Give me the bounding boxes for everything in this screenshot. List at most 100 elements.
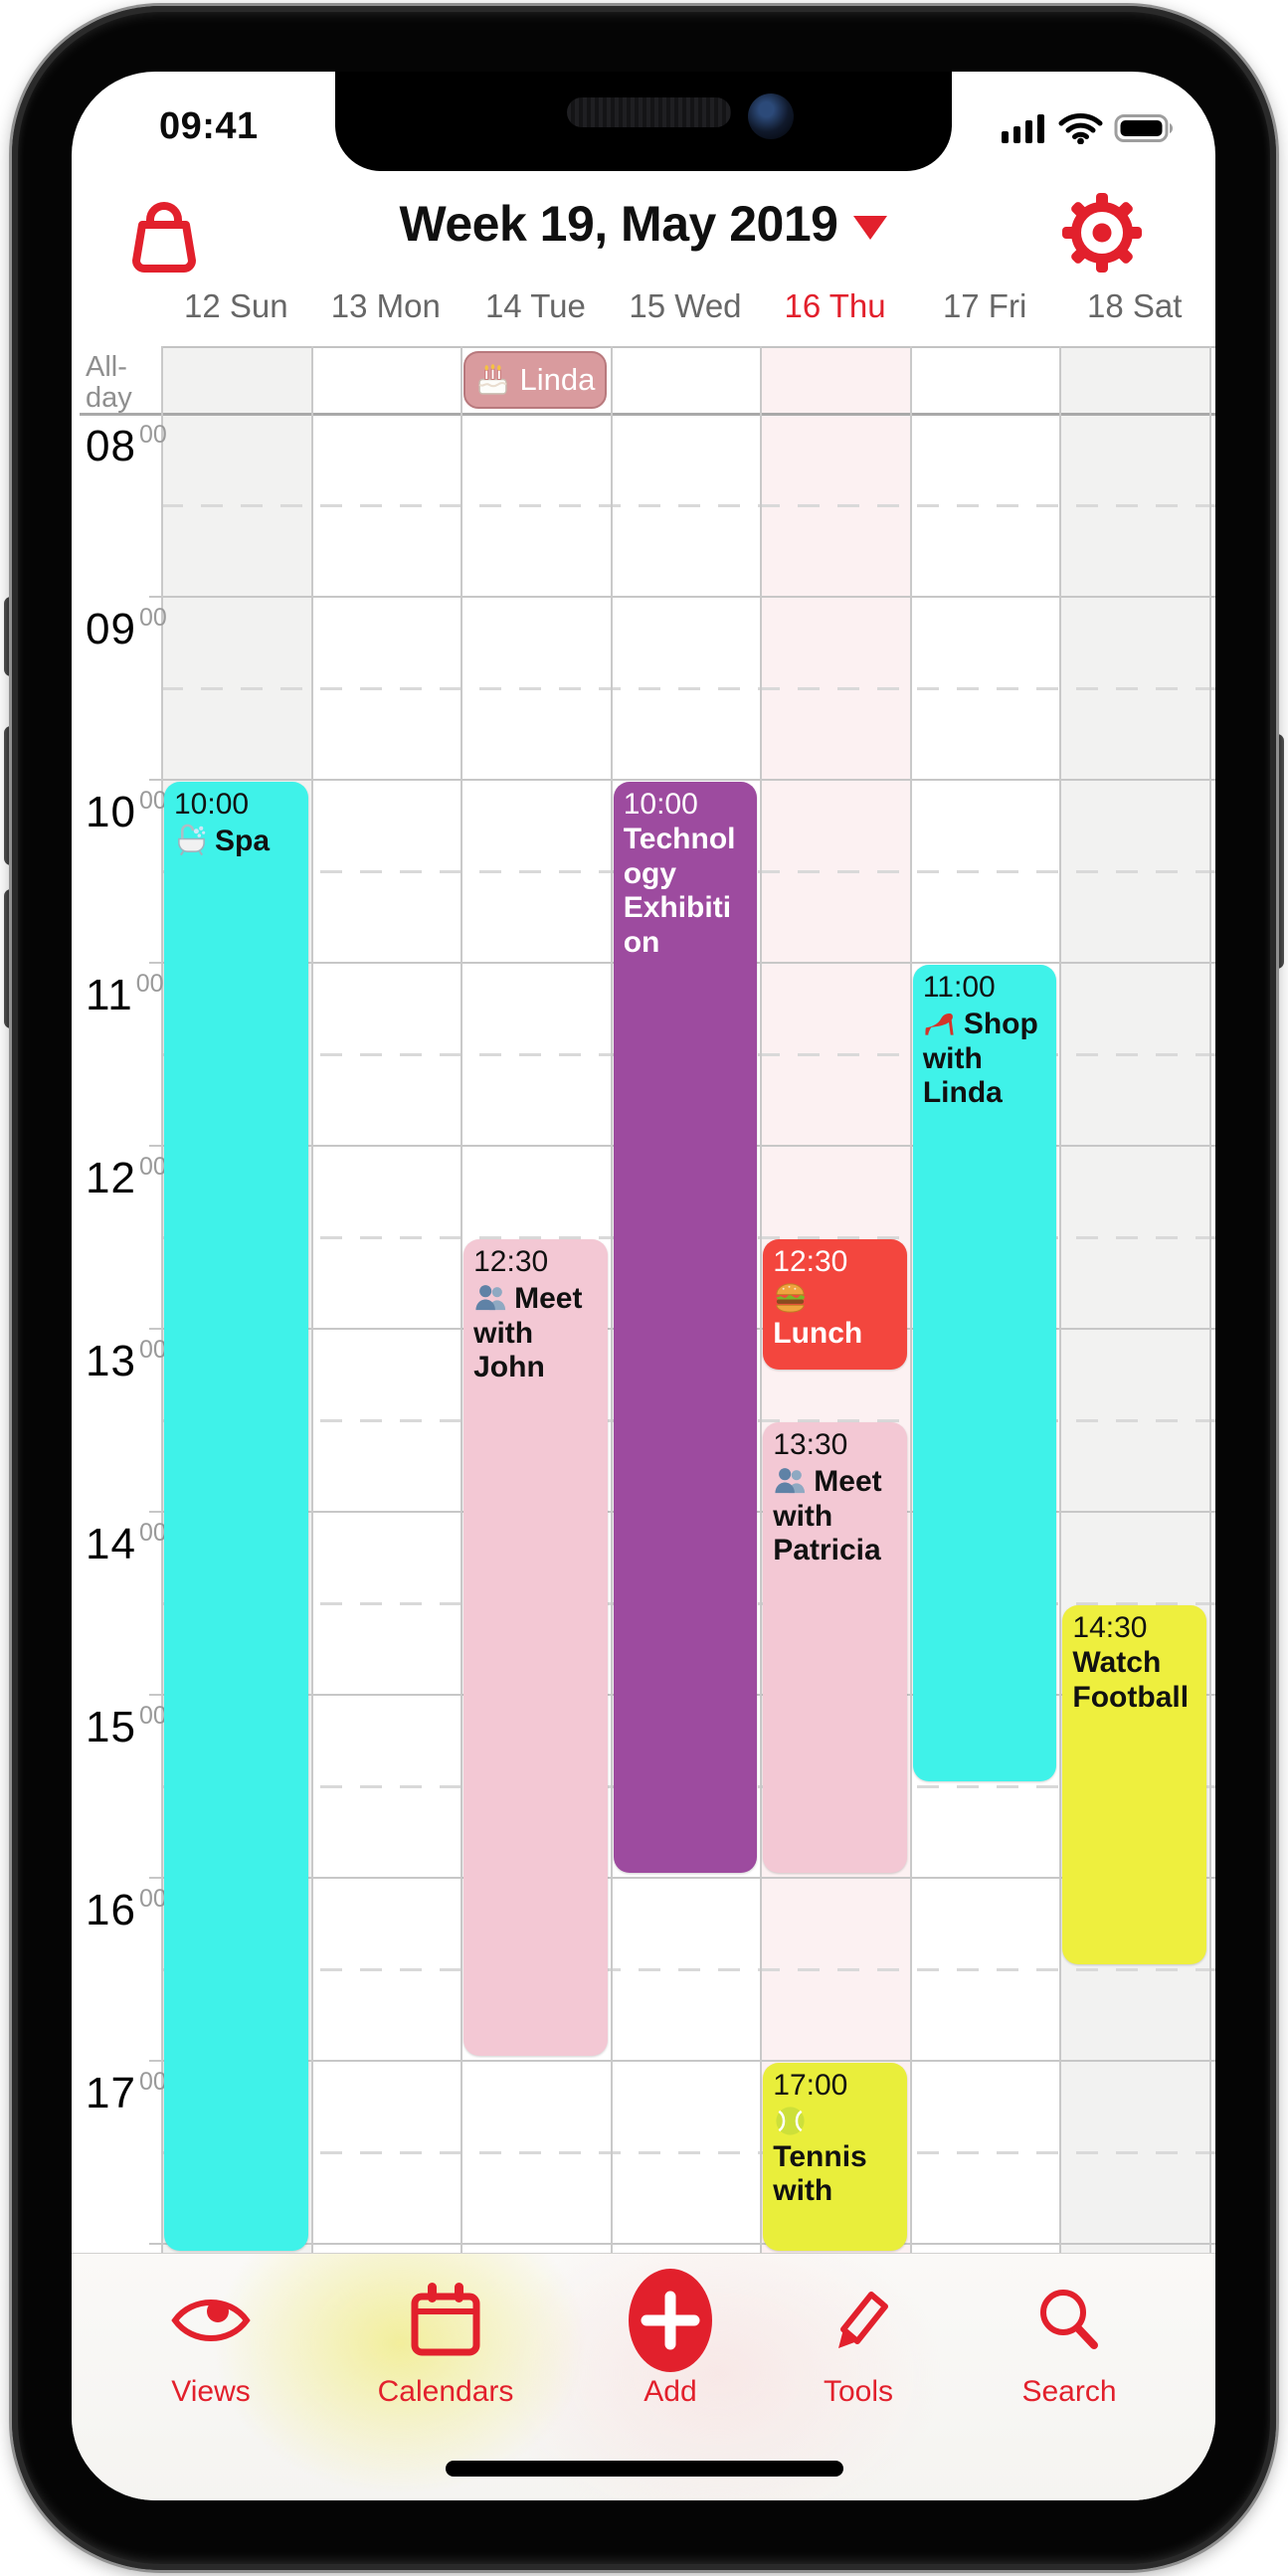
day-header-thu[interactable]: 16 Thu — [784, 287, 886, 324]
day-header-sat[interactable]: 18 Sat — [1086, 287, 1183, 324]
status-bar: 09:41 — [72, 72, 1215, 181]
triangle-down-icon — [853, 216, 888, 240]
column-line — [460, 346, 463, 2253]
event-meet-with-john[interactable]: 12:30 Meet with John — [463, 1239, 608, 2056]
iphone-frame: All-day 08 00 09 00 10 00 11 00 12 00 13 00 14 00 15 00 1… — [12, 6, 1276, 2570]
event-spa[interactable]: 10:00 Spa — [164, 782, 308, 2251]
toolbar-label: Tools — [823, 2375, 894, 2408]
event-start-time: 10:00 — [174, 788, 250, 821]
magnifier-icon — [1040, 2290, 1098, 2349]
event-start-time: 10:00 — [623, 788, 698, 821]
event-watch-football[interactable]: 14:30 Watch Football — [1062, 1605, 1206, 1964]
event-title: Technology Exhibition — [623, 822, 736, 960]
two-people-icon — [775, 1467, 806, 1493]
event-start-time: 12:30 — [473, 1245, 549, 1278]
allday-event-title: Linda — [519, 362, 596, 397]
front-camera — [748, 93, 794, 139]
hour-label-08: 08 00 — [86, 421, 167, 470]
hour-label-14: 14 00 — [86, 1519, 167, 1568]
notch — [335, 72, 952, 171]
burger-icon — [776, 1283, 806, 1313]
hour-line — [149, 779, 1215, 781]
hour-line — [149, 2060, 1215, 2062]
settings-button[interactable] — [1058, 189, 1146, 281]
event-start-time: 13:30 — [773, 1428, 848, 1461]
bottom-toolbar: Views Calendars Add Tools Search — [72, 2253, 1215, 2500]
hour-label-12: 12 00 — [86, 1153, 167, 1202]
allday-row-top-line — [161, 346, 1215, 348]
event-title: Spa — [174, 823, 299, 859]
allday-event-linda[interactable]: Linda — [463, 351, 607, 409]
birthday-cake-icon — [478, 363, 508, 395]
day-header-row: 12 Sun 13 Mon 14 Tue 15 Wed 16 Thu 17 Fri 18 S… — [72, 276, 1215, 345]
column-line — [1059, 346, 1062, 2253]
cellular-bars-icon — [1002, 113, 1044, 143]
event-start-time: 11:00 — [922, 971, 996, 1004]
day-header-wed[interactable]: 15 Wed — [629, 287, 742, 324]
toolbar-tools-button[interactable]: Tools — [789, 2268, 928, 2409]
day-header-sun[interactable]: 12 Sun — [183, 287, 288, 324]
home-indicator[interactable] — [446, 2461, 843, 2477]
day-header-tue[interactable]: 14 Tue — [484, 287, 586, 324]
column-line — [1208, 346, 1211, 2253]
plus-circle-icon — [629, 2269, 712, 2372]
hour-label-09: 09 00 — [86, 604, 167, 653]
toolbar-add-button[interactable]: Add — [601, 2268, 740, 2409]
half-hour-line — [161, 1968, 1215, 1971]
toolbar-search-button[interactable]: Search — [1000, 2268, 1139, 2409]
hour-label-13: 13 00 — [86, 1336, 167, 1385]
app-header: Week 19, May 2019 — [72, 181, 1215, 276]
calendar-icon — [411, 2283, 480, 2356]
event-lunch[interactable]: 12:30 Lunch — [763, 1239, 907, 1370]
status-icons — [1002, 111, 1176, 144]
day-header-mon[interactable]: 13 Mon — [330, 287, 441, 324]
week-grid: All-day 08 00 09 00 10 00 11 00 12 00 13 00 14 00 15 00 1… — [72, 72, 1215, 2500]
two-people-icon — [475, 1284, 506, 1310]
bathtub-icon — [178, 824, 206, 855]
hour-label-15: 15 00 — [86, 1702, 167, 1751]
shopping-bag-icon — [132, 202, 196, 273]
event-title: Watch Football — [1072, 1645, 1190, 1714]
week-title-button[interactable]: Week 19, May 2019 — [72, 195, 1215, 253]
event-technology-exhibition[interactable]: 10:00 Technology Exhibition — [613, 782, 758, 1873]
event-title: Meet with Patricia — [773, 1464, 882, 1567]
high-heel-icon — [925, 1012, 954, 1035]
column-line — [161, 346, 163, 2253]
event-tennis-with[interactable]: 17:00 Tennis with — [763, 2063, 907, 2251]
hour-label-10: 10 00 — [86, 787, 167, 836]
hour-line — [149, 2243, 1215, 2245]
event-title: Meet with John — [473, 1281, 583, 1384]
day-header-fri[interactable]: 17 Fri — [942, 287, 1027, 324]
hour-label-11: 11 00 — [86, 970, 164, 1019]
column-line — [310, 346, 313, 2253]
weekend-column-tint — [1059, 346, 1209, 2253]
column-line — [610, 346, 613, 2253]
half-hour-line — [161, 2151, 1215, 2154]
toolbar-calendars-button[interactable]: Calendars — [376, 2268, 515, 2409]
event-title: Lunch — [773, 1280, 898, 1352]
toolbar-label: Add — [644, 2375, 697, 2408]
toolbar-label: Search — [1021, 2375, 1117, 2408]
event-shop-with-linda[interactable]: 11:00 Shop with Linda — [912, 965, 1057, 1781]
allday-label: All-day — [86, 351, 132, 415]
screen: All-day 08 00 09 00 10 00 11 00 12 00 13 00 14 00 15 00 1… — [72, 72, 1215, 2500]
toolbar-views-button[interactable]: Views — [141, 2268, 280, 2409]
hour-line — [149, 596, 1215, 598]
page-title: Week 19, May 2019 — [399, 196, 838, 252]
event-start-time: 14:30 — [1072, 1611, 1148, 1644]
status-time: 09:41 — [159, 105, 259, 147]
eye-icon — [171, 2300, 251, 2341]
event-start-time: 12:30 — [773, 1245, 848, 1278]
event-title: Tennis with — [773, 2104, 898, 2209]
wifi-icon — [1058, 113, 1103, 144]
toolbar-label: Views — [171, 2375, 251, 2408]
gear-icon — [1062, 193, 1142, 273]
half-hour-line — [161, 504, 1215, 507]
hour-line — [149, 1877, 1215, 1879]
shop-button[interactable] — [123, 195, 207, 283]
tennis-ball-icon — [776, 2107, 805, 2135]
pencil-icon — [838, 2292, 888, 2348]
event-meet-with-patricia[interactable]: 13:30 Meet with Patricia — [763, 1422, 907, 1873]
speaker-grille — [567, 97, 731, 127]
